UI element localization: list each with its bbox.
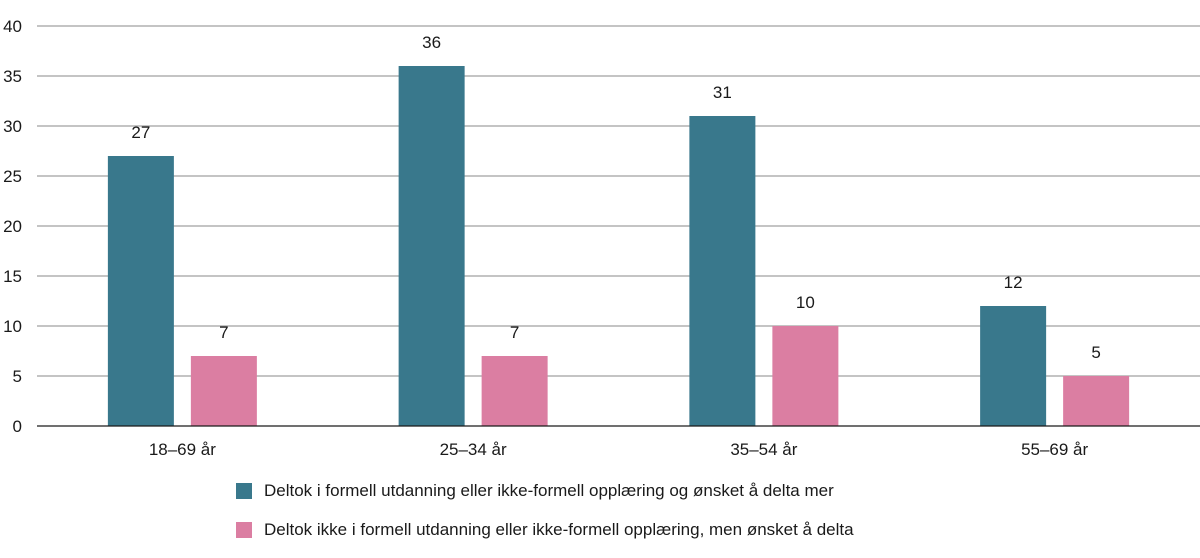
bar-series-2 (1063, 376, 1130, 426)
legend-item-series-2: Deltok ikke i formell utdanning eller ik… (236, 519, 854, 541)
data-label-series-2: 7 (219, 323, 228, 342)
bar-series-1 (398, 66, 465, 426)
x-axis-ticks: 18–69 år 25–34 år 35–54 år 55–69 år (37, 425, 1200, 459)
bar-series-1 (689, 116, 756, 426)
data-label-series-1: 27 (131, 123, 150, 142)
bars (107, 66, 1130, 426)
legend-swatch-series-1 (236, 483, 252, 499)
data-label-series-2: 7 (510, 323, 519, 342)
x-tick-label: 18–69 år (149, 440, 216, 459)
x-tick-label: 55–69 år (1021, 440, 1088, 459)
legend-swatch-series-2 (236, 522, 252, 538)
bar-series-2 (772, 326, 839, 426)
data-label-series-1: 31 (713, 83, 732, 102)
data-label-series-1: 36 (422, 33, 441, 52)
data-label-series-1: 12 (1004, 273, 1023, 292)
y-tick-label: 15 (3, 267, 22, 286)
bar-series-2 (481, 356, 548, 426)
y-tick-label: 20 (3, 217, 22, 236)
y-tick-label: 40 (3, 17, 22, 36)
data-labels: 27 7 36 7 31 10 12 5 (131, 33, 1100, 362)
bar-series-1 (980, 306, 1047, 426)
y-tick-label: 30 (3, 117, 22, 136)
y-axis-ticks: 0 5 10 15 20 25 30 35 40 (3, 17, 22, 436)
legend-item-series-1: Deltok i formell utdanning eller ikke-fo… (236, 480, 854, 502)
bar-chart: 0 5 10 15 20 25 30 35 40 27 7 36 7 31 10 12 5 18–69 år 2… (3, 17, 1200, 459)
y-tick-label: 0 (13, 417, 22, 436)
data-label-series-2: 5 (1091, 343, 1100, 362)
data-label-series-2: 10 (796, 293, 815, 312)
legend-label-series-2: Deltok ikke i formell utdanning eller ik… (264, 520, 854, 539)
y-tick-label: 35 (3, 67, 22, 86)
legend: Deltok i formell utdanning eller ikke-fo… (236, 480, 854, 558)
y-tick-label: 5 (13, 367, 22, 386)
bar-series-2 (190, 356, 257, 426)
legend-label-series-1: Deltok i formell utdanning eller ikke-fo… (264, 481, 834, 500)
x-tick-label: 25–34 år (440, 440, 507, 459)
bar-series-1 (107, 156, 174, 426)
x-tick-label: 35–54 år (730, 440, 797, 459)
y-tick-label: 10 (3, 317, 22, 336)
y-tick-label: 25 (3, 167, 22, 186)
